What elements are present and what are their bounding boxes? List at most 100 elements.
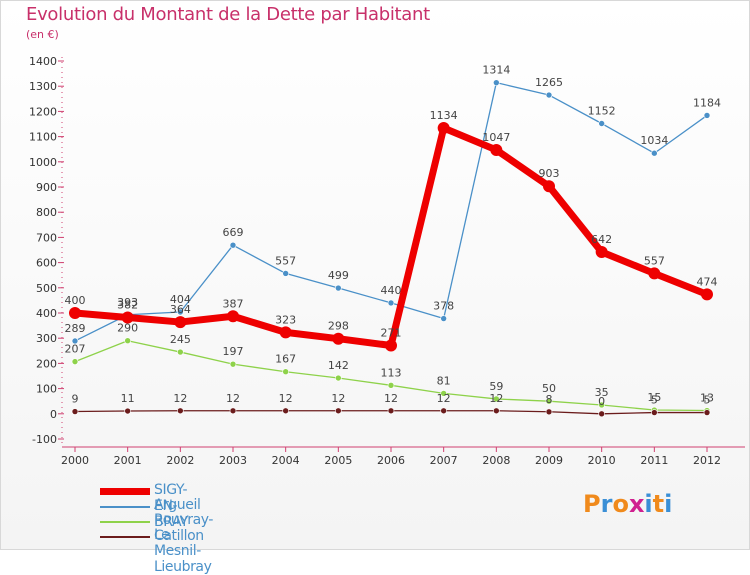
legend-label-argueil: Argueil	[154, 497, 201, 513]
x-tick-label: 2002	[166, 454, 194, 467]
data-label: 364	[170, 303, 191, 316]
data-point	[227, 310, 239, 323]
data-point	[703, 409, 711, 416]
y-tick-label: 200	[36, 357, 57, 370]
data-label: 12	[437, 392, 451, 405]
y-tick-label: 700	[36, 231, 57, 244]
data-point	[385, 339, 397, 352]
y-tick-label: 1400	[29, 55, 57, 68]
x-tick-label: 2012	[693, 454, 721, 467]
data-label: 290	[117, 322, 138, 335]
data-label: 0	[598, 395, 605, 408]
legend-swatch-argueil	[100, 506, 150, 508]
data-point	[701, 288, 713, 301]
data-label: 499	[328, 269, 349, 282]
data-label: 50	[542, 382, 556, 395]
y-tick-label: -100	[32, 433, 57, 446]
line-chart: -100010020030040050060070080090010001100…	[29, 55, 745, 467]
data-point	[437, 122, 450, 135]
data-label: 557	[275, 254, 296, 267]
data-point	[493, 407, 500, 415]
x-tick-label: 2000	[61, 454, 89, 467]
data-label: 400	[65, 294, 86, 307]
x-tick-label: 2007	[430, 454, 458, 467]
data-point	[440, 315, 447, 322]
data-label: 1047	[482, 131, 510, 144]
data-label: 8	[546, 393, 553, 406]
data-point	[598, 120, 605, 127]
data-label: 12	[384, 392, 398, 405]
data-point	[177, 407, 184, 415]
logo-letter: i	[664, 490, 673, 518]
data-label: 11	[121, 392, 135, 405]
data-label: 207	[65, 343, 86, 356]
data-point	[71, 337, 79, 345]
data-point	[648, 267, 661, 280]
data-label: 113	[381, 366, 402, 379]
data-label: 387	[223, 297, 244, 310]
data-point	[229, 407, 237, 415]
data-point	[335, 407, 342, 415]
data-point	[440, 390, 447, 397]
data-label: 5	[651, 394, 658, 407]
data-label: 378	[433, 300, 454, 313]
data-label: 298	[328, 320, 349, 333]
data-point	[493, 79, 500, 86]
data-label: 1265	[535, 76, 563, 89]
data-label: 1184	[693, 96, 721, 109]
x-tick-label: 2010	[588, 454, 616, 467]
data-point	[387, 407, 395, 415]
data-label: 13	[700, 392, 714, 405]
data-label: 142	[328, 359, 349, 372]
legend-swatch-le-mesnil-lieubray	[100, 536, 150, 538]
data-label: 323	[275, 313, 296, 326]
data-point	[279, 326, 292, 339]
logo-letter: o	[612, 490, 629, 518]
y-tick-label: 1100	[29, 131, 57, 144]
data-label: 440	[381, 284, 402, 297]
chart-subtitle: (en €)	[26, 28, 59, 41]
data-point	[387, 299, 395, 307]
data-label: 557	[644, 254, 665, 267]
y-tick-label: 100	[36, 383, 57, 396]
data-point	[335, 374, 342, 382]
data-point	[651, 149, 658, 157]
y-tick-label: 500	[36, 282, 57, 295]
data-label: 12	[226, 392, 240, 405]
data-label: 12	[331, 392, 345, 405]
logo-letter: i	[644, 490, 653, 518]
y-tick-label: 900	[36, 181, 57, 194]
data-point	[177, 348, 184, 356]
data-point	[69, 307, 81, 319]
chart-frame	[0, 0, 750, 550]
data-point	[124, 337, 131, 345]
y-tick-label: 1300	[29, 80, 57, 93]
data-label: 12	[489, 392, 503, 405]
data-point	[177, 308, 184, 316]
x-tick-label: 2011	[640, 454, 668, 467]
data-label: 59	[489, 380, 503, 393]
data-point	[440, 407, 447, 415]
data-point	[703, 112, 711, 119]
y-tick-label: 300	[36, 332, 57, 345]
y-tick-label: 1200	[29, 105, 57, 118]
data-point	[332, 332, 345, 345]
data-label: 167	[275, 353, 296, 366]
data-label: 35	[595, 386, 609, 399]
x-tick-label: 2005	[324, 454, 352, 467]
data-point	[174, 316, 187, 329]
data-label: 9	[72, 393, 79, 406]
y-tick-label: 400	[36, 307, 57, 320]
data-point	[490, 143, 503, 156]
proxiti-logo: Proxiti	[583, 490, 672, 518]
data-point	[493, 395, 500, 403]
legend-label-le-mesnil-lieubray: Le Mesnil-Lieubray	[154, 527, 212, 575]
data-point	[545, 397, 553, 405]
x-tick-label: 2006	[377, 454, 405, 467]
logo-letter: P	[583, 490, 601, 518]
chart-title: Evolution du Montant de la Dette par Hab…	[26, 4, 430, 25]
data-label: 197	[223, 345, 244, 358]
legend-label-rouvray-catillon: Rouvray-Catillon	[154, 512, 214, 544]
data-point	[71, 358, 79, 365]
data-label: 1152	[588, 104, 616, 117]
